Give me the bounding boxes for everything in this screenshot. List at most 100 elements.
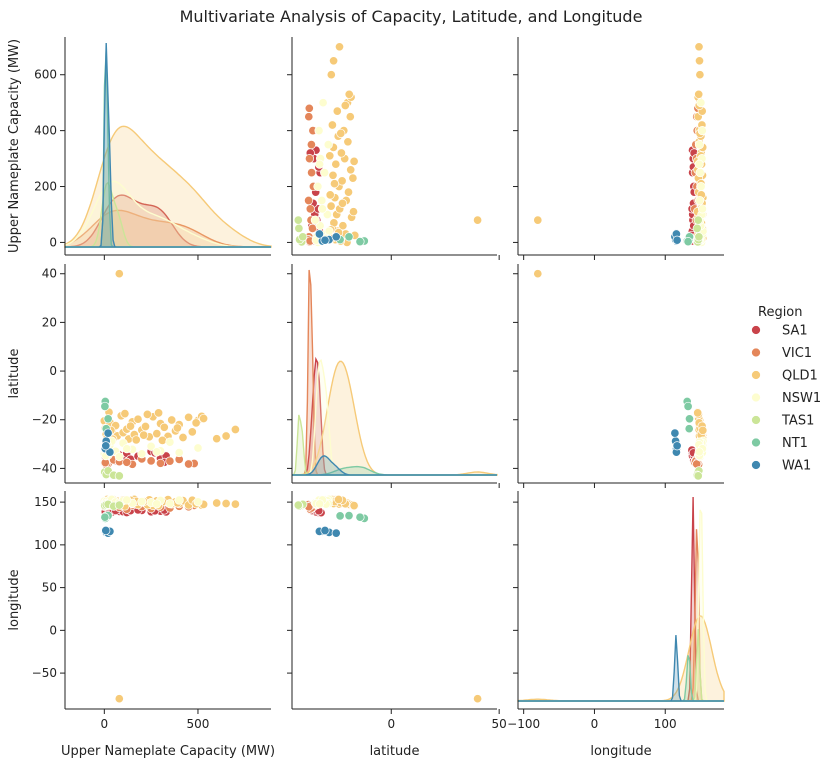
point-nsw1-14 [174,448,184,458]
point-qld1-40 [120,409,130,419]
x-tick-label: 0 [101,717,109,731]
point-wa1-2 [103,428,113,438]
point-nsw1-15 [318,98,328,108]
point-qld1-0 [533,215,543,225]
point-qld1-31 [345,112,355,122]
point-qld1-47 [125,421,136,431]
point-qld1-0 [114,269,124,279]
point-nsw1-19 [694,159,704,169]
point-tas1-3 [692,223,702,233]
y-tick-label: 100 [34,538,57,552]
y-tick-label: 40 [42,267,57,281]
point-nsw1-14 [697,126,707,136]
point-qld1-41 [131,435,141,445]
point-qld1-48 [349,156,359,166]
point-wa1-2 [331,232,341,242]
legend-title: Region [758,305,803,320]
point-nsw1-11 [695,168,705,178]
point-tas1-4 [693,471,703,481]
point-qld1-35 [344,89,354,99]
point-qld1-46 [139,430,149,440]
panel-0-2 [513,37,724,260]
point-qld1-32 [187,427,197,437]
point-nt1-3 [355,237,365,247]
legend-marker [751,370,761,380]
point-wa1-2 [331,528,341,538]
point-nt1-2 [344,511,354,521]
point-qld1-27 [343,137,353,147]
panel-2-1: 0 50 [287,491,507,731]
y-tick-label: 150 [34,495,57,509]
point-nt1-3 [100,512,110,522]
point-qld1-41 [325,190,335,200]
point-qld1-23 [331,159,341,169]
point-qld1-35 [694,89,704,99]
legend-item-nt1: NT1 [751,436,808,451]
y-tick-label: 50 [42,581,57,595]
point-qld1-23 [152,429,162,439]
legend-label: NT1 [782,436,808,451]
point-nsw1-10 [137,497,147,507]
point-vic1-12 [165,456,175,466]
legend-marker [751,347,761,358]
point-tas1-2 [298,232,308,242]
point-qld1-42 [142,409,152,419]
legend-marker [751,392,761,403]
point-wa1-4 [672,441,682,451]
point-nt1-3 [683,401,693,411]
x-tick-label: −100 [507,717,540,731]
x-tick-label: 0 [591,717,599,731]
point-qld1-0 [533,269,543,279]
point-qld1-48 [349,501,359,511]
legend-label: WA1 [782,459,811,474]
point-qld1-36 [212,498,222,508]
panel-1-2 [513,264,724,488]
point-tas1-4 [693,215,703,225]
point-qld1-37 [221,498,231,509]
legend-label: TAS1 [781,414,814,429]
legend-marker [751,460,761,470]
legend-item-tas1: TAS1 [751,414,814,429]
point-nsw1-19 [315,159,325,169]
point-qld1-47 [337,198,348,208]
point-nsw1-13 [165,437,175,447]
point-qld1-18 [133,414,143,424]
kde-wa1-latitude [292,455,497,476]
point-qld1-42 [348,173,358,183]
point-qld1-48 [154,408,164,418]
point-nsw1-9 [695,195,705,206]
point-nsw1-19 [152,499,162,509]
point-qld1-37 [329,56,339,66]
panel-2-0: 0 500 −50 0 50 100 150 [32,491,271,731]
point-qld1-25 [336,148,346,158]
point-wa1-3 [314,229,324,239]
point-nsw1-7 [310,215,320,225]
point-qld1-0 [473,694,483,704]
point-nsw1-7 [114,452,124,462]
panel-0-0: 0 200 400 600 [34,37,272,260]
point-nsw1-19 [315,499,325,509]
legend-item-qld1: QLD1 [751,369,818,384]
point-qld1-15 [326,201,336,211]
point-tas1-4 [293,500,303,510]
point-qld1-36 [326,70,336,80]
point-nsw1-18 [317,204,327,214]
point-qld1-10 [338,221,348,231]
point-vic1-5 [146,456,156,466]
point-qld1-25 [159,422,169,432]
legend-item-nsw1: NSW1 [751,391,821,406]
y-tick-label: −40 [32,461,57,475]
point-nt1-2 [684,414,695,424]
point-qld1-36 [212,434,222,444]
point-nsw1-11 [320,168,330,178]
panel-1-0: −40 −20 0 20 40 [32,264,271,488]
panel-1-1 [287,264,500,488]
point-vic1-5 [307,168,317,178]
point-tas1-4 [114,471,124,481]
point-tas1-3 [294,223,304,233]
point-wa1-4 [101,525,111,536]
point-vic1-6 [304,154,315,164]
point-vic1-12 [306,140,316,150]
x-axis-label-1: latitude [370,744,420,759]
